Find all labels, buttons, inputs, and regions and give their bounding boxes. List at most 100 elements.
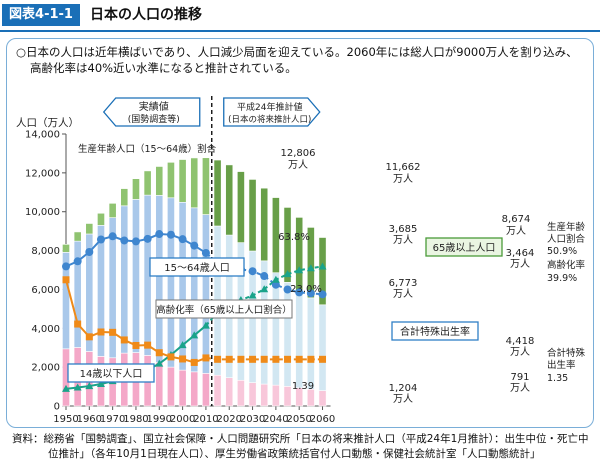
right-tfr-label-1: 合計特殊 [547, 347, 586, 359]
working-ratio-point [283, 285, 292, 294]
working-ratio-point [248, 267, 257, 276]
tfr-point [144, 341, 152, 349]
right-aging-label: 高齢化率 [547, 259, 586, 271]
tfr-point [307, 355, 315, 363]
aging-rate-point [73, 383, 82, 391]
bar-under15 [167, 366, 175, 407]
actual-label: 実績値 [139, 100, 169, 113]
bar-working [283, 282, 292, 387]
bar-elderly [155, 166, 164, 196]
bar-under15 [260, 383, 269, 407]
x-tick-label: 1970 [100, 414, 125, 425]
y-tick-label: 2,000 [31, 363, 60, 374]
under15-2030: 1,204 [389, 383, 418, 394]
bar-elderly [73, 231, 82, 242]
bar-working [318, 304, 327, 391]
aging-2010: 23.0% [290, 284, 322, 295]
bar-under15 [178, 369, 187, 407]
bar-working [271, 272, 280, 386]
figure-title: 日本の人口の推移 [90, 7, 202, 23]
bar-elderly [167, 162, 175, 199]
tfr-point [109, 328, 117, 336]
y-tick-label: 6,000 [31, 285, 60, 296]
tfr-point [155, 349, 163, 357]
bar-working [97, 225, 105, 357]
aging-label-box [155, 299, 293, 319]
total-2010: 12,806 [281, 148, 316, 159]
aging-rate-point [283, 270, 292, 278]
aging-rate-point [295, 266, 304, 274]
bar-under15 [202, 373, 210, 407]
bar-under15 [190, 371, 199, 407]
y-tick-label: 14,000 [25, 130, 60, 141]
working-ratio-point [178, 235, 187, 244]
tfr-point [295, 355, 303, 363]
x-tick-label: 2030 [240, 414, 265, 425]
working-2060: 4,418 [506, 336, 535, 347]
projection-sub-label: (日本の将来推計人口) [228, 114, 311, 125]
actual-sub-label: (国勢調査等) [128, 113, 180, 125]
bar-working [167, 197, 175, 368]
x-tick-label: 2050 [286, 414, 311, 425]
tfr-point [120, 336, 128, 344]
bar-under15 [225, 377, 234, 407]
aging-rate-point [178, 341, 187, 349]
working-2030: 6,773 [389, 278, 418, 289]
elderly-box [425, 237, 503, 257]
aging-rate-point [201, 321, 210, 329]
working-ratio-point [166, 230, 175, 239]
y-tick-label: 12,000 [25, 168, 60, 179]
bar-elderly [97, 212, 105, 226]
tfr-box [391, 321, 479, 341]
under15-2030-unit: 万人 [393, 393, 413, 405]
right-tfr-value: 1.35 [547, 373, 568, 384]
aging-rate-point [271, 275, 280, 283]
working-ratio-point [260, 272, 269, 281]
total-2060-unit: 万人 [506, 225, 526, 237]
right-tfr-label-2: 出生率 [547, 359, 576, 371]
tfr-point [190, 358, 198, 366]
bar-elderly [108, 203, 117, 218]
right-aging-value: 39.9% [547, 273, 577, 284]
x-tick-label: 2010 [193, 414, 218, 425]
y-axis-label: 人口（万人） [16, 117, 79, 129]
under15-box [67, 363, 155, 383]
working-ratio-point [318, 290, 327, 299]
aging-rate-point [96, 379, 105, 387]
bar-elderly [85, 223, 94, 235]
under15-2060: 791 [510, 372, 529, 383]
elderly-2030: 3,685 [389, 224, 418, 235]
bar-elderly [202, 157, 210, 215]
y-tick-label: 0 [54, 402, 60, 413]
total-2010-unit: 万人 [288, 159, 308, 171]
bar-working [306, 297, 315, 390]
tfr-point [272, 355, 280, 363]
bar-elderly [260, 187, 269, 262]
bar-working [120, 205, 129, 354]
source-line-2: 位推計」（各年10月1日現在人口）、厚生労働省政策統括官付人口動態・保健社会統計… [48, 448, 541, 460]
aging-rate-point [306, 264, 315, 272]
elderly-2060: 3,464 [506, 248, 535, 259]
actual-arrow [102, 97, 201, 127]
under15-box-label: 14歳以下人口 [80, 368, 143, 380]
tfr-box-label: 合計特殊出生率 [400, 325, 470, 338]
aging-rate-point [318, 262, 327, 270]
working-box [149, 257, 245, 277]
bar-under15 [271, 384, 280, 407]
tfr-point [167, 353, 175, 361]
right-working-value: 50.9% [547, 246, 577, 257]
x-tick-label: 2060 [310, 414, 335, 425]
bar-under15 [237, 379, 245, 407]
working-ratio-point [85, 247, 94, 256]
figure-number: 図表4-1-1 [2, 4, 80, 26]
projection-arrow [223, 97, 321, 127]
bar-under15 [155, 362, 164, 407]
y-tick-label: 8,000 [31, 246, 60, 257]
x-tick-label: 2020 [217, 414, 242, 425]
working-2060-unit: 万人 [510, 346, 530, 358]
aging-rate-point [85, 382, 94, 390]
bar-working [132, 199, 140, 353]
tfr-point [74, 320, 82, 328]
tfr-point [132, 341, 140, 349]
